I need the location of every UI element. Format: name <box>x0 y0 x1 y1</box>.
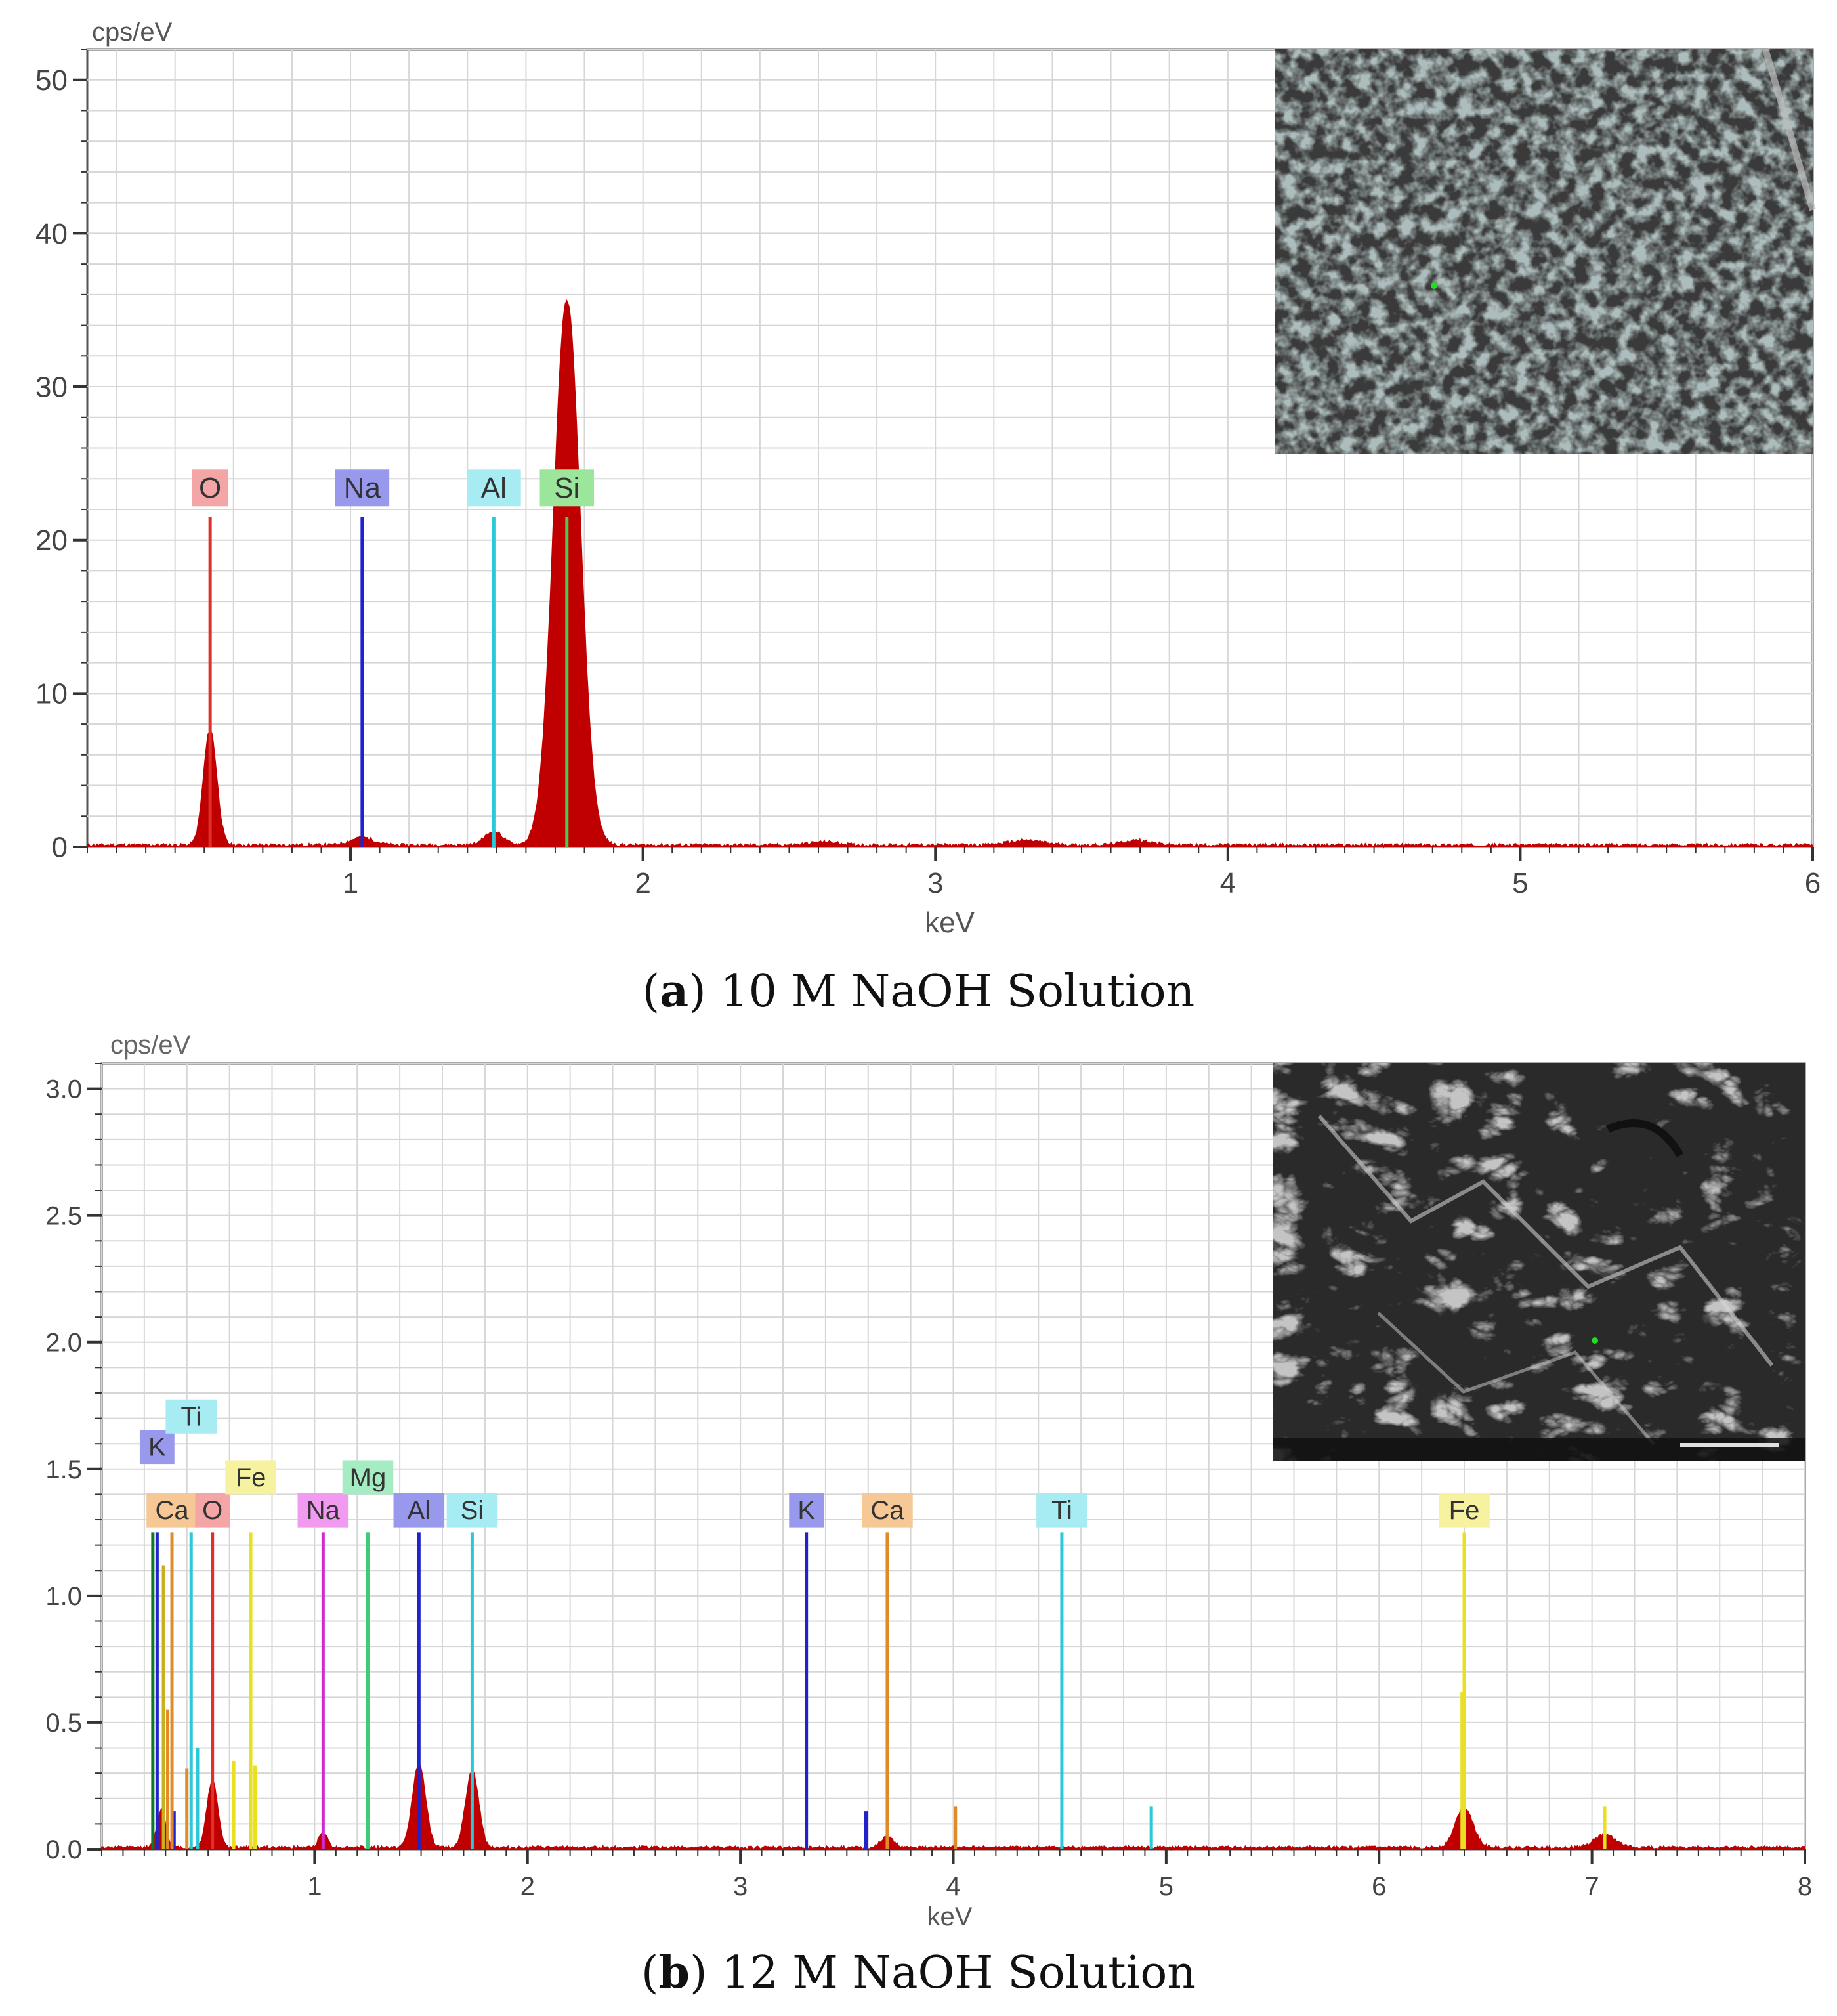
element-label-box <box>139 1430 175 1465</box>
caption-a: (a) 10 M NaOH Solution <box>642 965 1195 1018</box>
element-label-box <box>1036 1493 1087 1528</box>
element-label-box <box>192 469 228 507</box>
y-tick-label: 0.0 <box>45 1835 82 1864</box>
y-tick-label: 20 <box>35 525 68 557</box>
element-label: Ca <box>155 1496 189 1525</box>
y-tick-label: 1.5 <box>45 1455 82 1484</box>
element-label-box <box>335 469 390 507</box>
element-label-box <box>446 1493 498 1528</box>
element-label-box <box>195 1493 230 1528</box>
spectrum-panel-a: 1 2 3 4 5 6 0 10 20 30 40 50 O Na Al Si cps/eV keV <box>35 18 1821 939</box>
sem-info-bar <box>1273 1438 1805 1461</box>
element-label-box <box>342 1460 394 1495</box>
element-label: Na <box>344 472 381 504</box>
element-label-box <box>467 469 521 507</box>
sem-scale-bar <box>1680 1443 1779 1447</box>
element-label-box <box>1439 1493 1490 1528</box>
x-tick-label: 6 <box>1372 1872 1386 1901</box>
y-tick-label: 3.0 <box>45 1075 82 1104</box>
x-tick-label: 6 <box>1805 867 1821 899</box>
x-tick-label: 7 <box>1585 1872 1599 1901</box>
spectrum-series <box>87 299 1813 849</box>
sem-micrograph-fractured <box>1273 1063 1805 1461</box>
element-label: K <box>148 1433 166 1462</box>
element-label-box <box>297 1493 349 1528</box>
x-tick-label: 8 <box>1798 1872 1812 1901</box>
element-label-box <box>165 1399 217 1434</box>
x-tick-label: 5 <box>1512 867 1528 899</box>
spectrum-panel-b: 1 2 3 4 5 6 7 8 0.0 0.5 1.0 1.5 2.0 2.5 3.0 K Ti Ca O Fe Na… <box>45 1031 1812 1931</box>
caption-b: (b) 12 M NaOH Solution <box>641 1946 1196 1999</box>
axis-ticks: 1 2 3 4 5 6 0 10 20 30 40 50 <box>35 49 1821 899</box>
element-label: Mg <box>350 1463 387 1492</box>
y-tick-label: 1.0 <box>45 1582 82 1611</box>
x-axis-label: keV <box>927 1902 973 1931</box>
y-tick-label: 2.5 <box>45 1202 82 1231</box>
x-tick-label: 4 <box>946 1872 960 1901</box>
x-tick-label: 3 <box>733 1872 748 1901</box>
axis-ticks: 1 2 3 4 5 6 7 8 0.0 0.5 1.0 1.5 2.0 2.5 3.0 <box>45 1063 1812 1901</box>
y-tick-label: 10 <box>35 678 68 710</box>
y-tick-label: 2.0 <box>45 1329 82 1358</box>
y-tick-label: 30 <box>35 371 68 403</box>
y-axis-label: cps/eV <box>110 1031 191 1060</box>
y-tick-label: 0 <box>52 831 68 863</box>
element-label: K <box>797 1496 815 1525</box>
y-tick-label: 40 <box>35 218 68 250</box>
element-label: O <box>199 472 221 504</box>
x-tick-label: 5 <box>1159 1872 1173 1901</box>
element-label: Fe <box>236 1463 266 1492</box>
element-label-box <box>393 1493 445 1528</box>
x-tick-label: 1 <box>343 867 358 899</box>
y-axis-label: cps/eV <box>92 18 173 47</box>
element-label: Si <box>461 1496 484 1525</box>
element-label-box <box>862 1493 913 1528</box>
element-label-box <box>789 1493 824 1528</box>
element-label: Si <box>554 472 580 504</box>
spectrum-trace <box>87 299 1813 849</box>
x-tick-label: 2 <box>520 1872 535 1901</box>
element-label: Ti <box>1051 1496 1072 1525</box>
element-label: O <box>202 1496 222 1525</box>
element-markers: O Na Al Si <box>192 469 595 847</box>
element-label: Ti <box>180 1402 201 1431</box>
x-tick-label: 1 <box>307 1872 322 1901</box>
element-label: Al <box>408 1496 431 1525</box>
element-label: Al <box>481 472 507 504</box>
x-tick-label: 3 <box>927 867 943 899</box>
element-label-box <box>539 469 595 507</box>
element-label: Ca <box>870 1496 904 1525</box>
element-label-box <box>146 1493 198 1528</box>
x-axis-label: keV <box>925 907 975 939</box>
y-tick-label: 0.5 <box>45 1709 82 1738</box>
element-label: Fe <box>1449 1496 1480 1525</box>
y-tick-label: 50 <box>35 64 68 97</box>
sem-micrograph-granular <box>1275 48 1816 454</box>
element-label-box <box>225 1460 276 1495</box>
x-tick-label: 4 <box>1220 867 1236 899</box>
element-minor-lines <box>151 1532 1607 1849</box>
element-markers: K Ti Ca O Fe Na Mg Al Si K Ca Ti Fe <box>139 1399 1490 1849</box>
element-label: Na <box>306 1496 341 1525</box>
x-tick-label: 2 <box>635 867 650 899</box>
